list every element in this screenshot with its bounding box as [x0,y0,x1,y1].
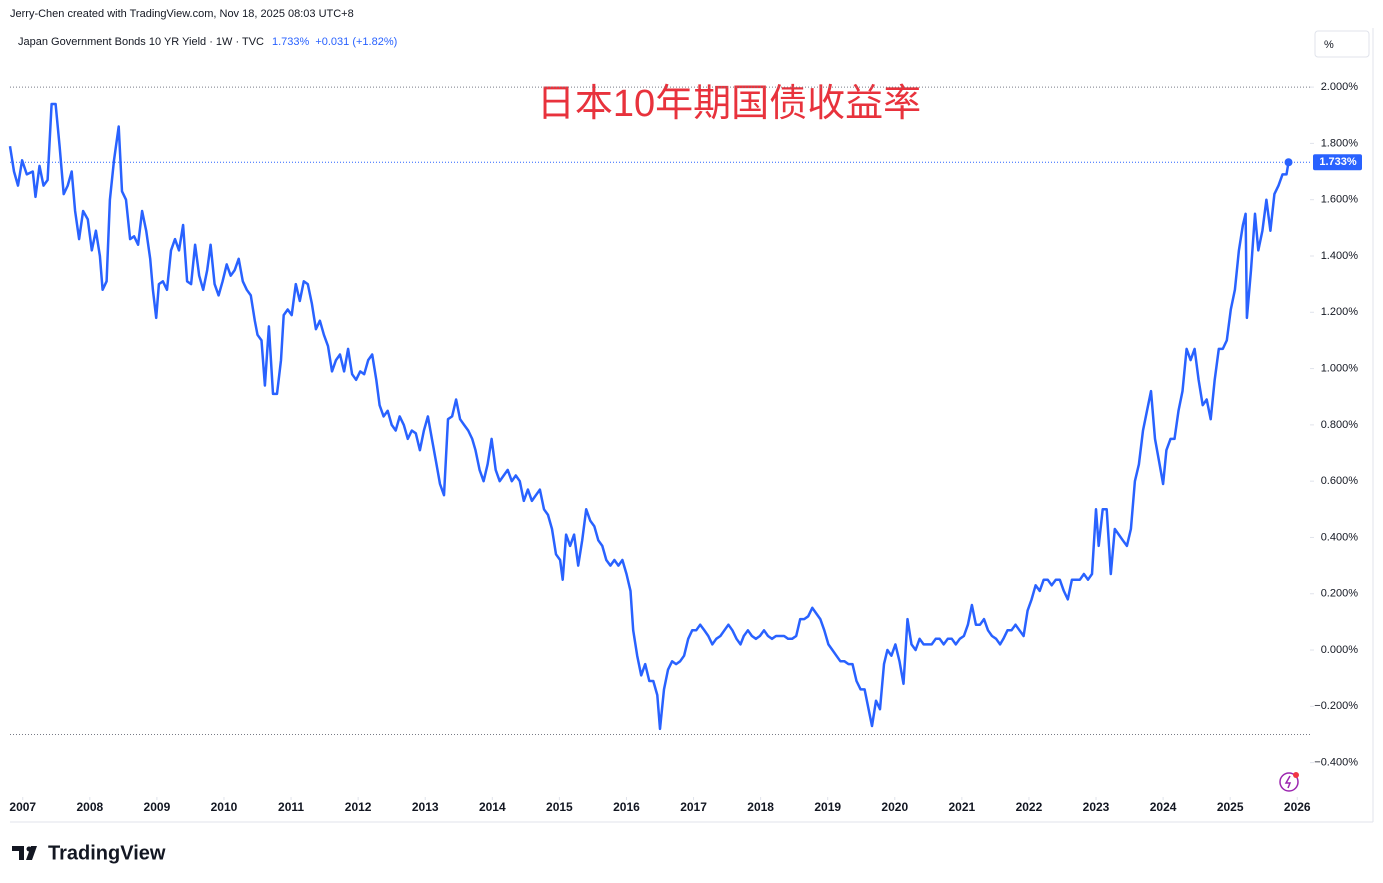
x-tick-label: 2010 [211,800,238,814]
x-tick-label: 2009 [144,800,171,814]
y-tick-label: 1.000% [1321,362,1359,374]
header-change: +0.031 (+1.82%) [315,36,397,48]
y-tick-label: −0.200% [1314,700,1358,712]
logo: TradingView [12,842,166,864]
x-tick-label: 2025 [1217,800,1244,814]
symbol: Japan Government Bonds 10 YR Yield · 1W … [18,36,264,48]
y-tick-label: 2.000% [1321,81,1359,93]
x-tick-label: 2017 [680,800,707,814]
x-tick-label: 2018 [747,800,774,814]
y-tick-label: 0.400% [1321,531,1359,543]
x-tick-label: 2026 [1284,800,1311,814]
x-tick-label: 2012 [345,800,372,814]
x-tick-label: 2022 [1016,800,1043,814]
y-tick-label: 1.200% [1321,306,1359,318]
x-tick-label: 2019 [814,800,841,814]
y-tick-label: 0.600% [1321,475,1359,487]
flash-dot[interactable] [1293,772,1299,778]
x-tick-label: 2007 [9,800,36,814]
y-tick-label: 1.600% [1321,194,1359,206]
last-point [1284,158,1293,167]
x-tick-label: 2020 [881,800,908,814]
x-tick-label: 2024 [1150,800,1177,814]
logo-mark [12,846,37,860]
x-tick-label: 2013 [412,800,439,814]
flash-icon[interactable] [1279,772,1299,792]
x-tick-label: 2023 [1083,800,1110,814]
price-tag [1313,154,1362,171]
y-tick-label: −0.400% [1314,757,1358,769]
x-tick-label: 2015 [546,800,573,814]
unit-button-label[interactable]: % [1324,39,1334,51]
y-tick-label: 0.200% [1321,588,1359,600]
credit: Jerry-Chen created with TradingView.com,… [10,8,354,20]
unit-button[interactable] [1314,30,1370,58]
y-tick-label: 1.400% [1321,250,1359,262]
header-price: 1.733% [272,36,310,48]
x-tick-label: 2014 [479,800,506,814]
logo-dot [26,846,32,852]
x-tick-label: 2021 [949,800,976,814]
y-tick-label: 0.800% [1321,419,1359,431]
price-tag-label: 1.733% [1319,156,1357,168]
x-tick-label: 2016 [613,800,640,814]
flash-bolt[interactable] [1284,775,1292,789]
flash-circle[interactable] [1279,772,1299,792]
y-tick-label: 1.800% [1321,137,1359,149]
y-tick-label: 0.000% [1321,644,1359,656]
chart-title: 日本10年期国债收益率 [537,83,921,125]
brand: TradingView [48,842,166,864]
x-tick-label: 2008 [76,800,103,814]
x-tick-label: 2011 [278,800,304,814]
yield-line [8,102,1290,731]
